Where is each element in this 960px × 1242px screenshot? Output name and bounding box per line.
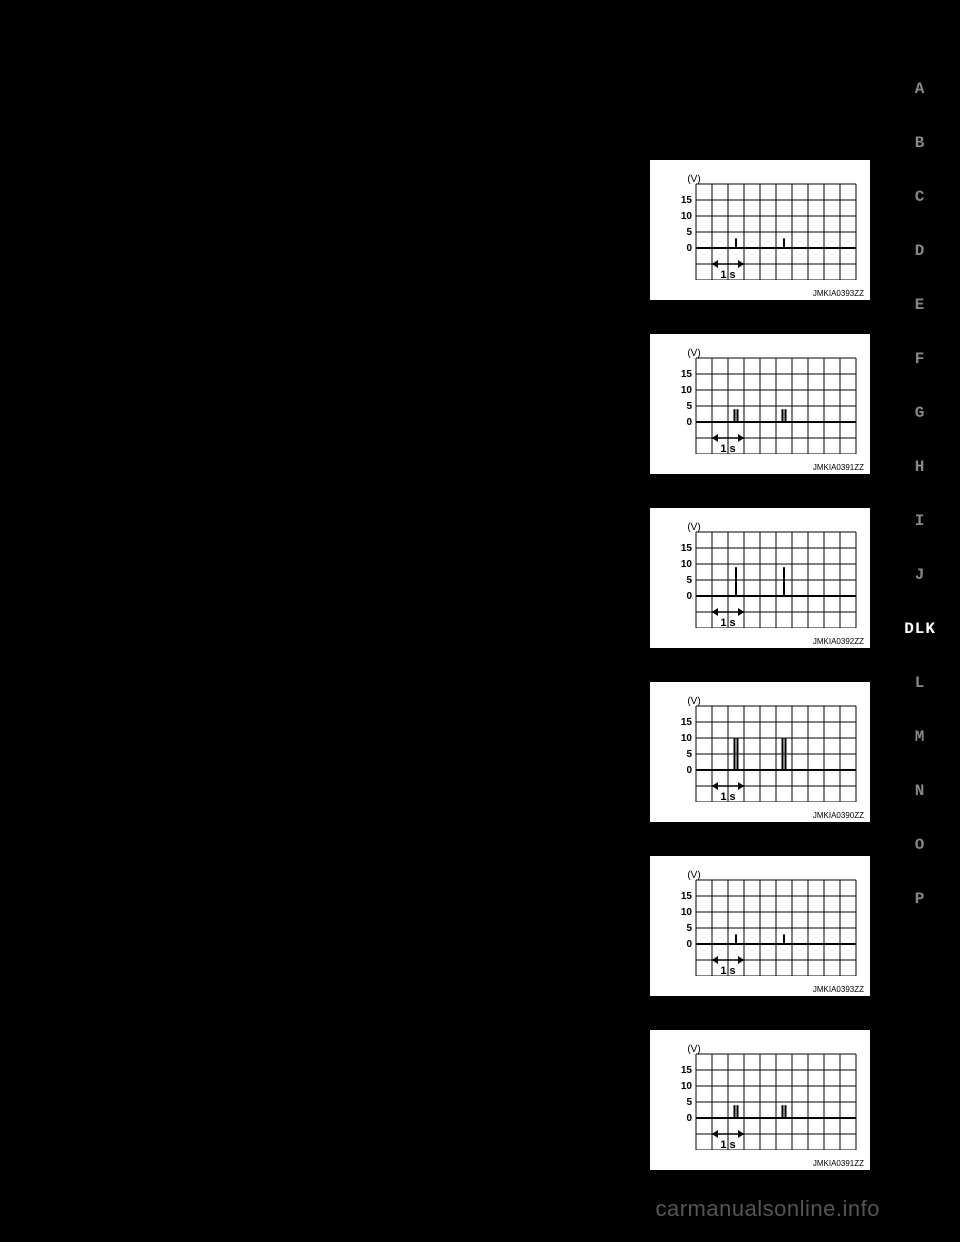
watermark: carmanualsonline.info [655, 1196, 880, 1222]
nav-item-o[interactable]: O [915, 836, 926, 854]
nav-item-e[interactable]: E [915, 296, 926, 314]
side-navigation: A B C D E F G H I J DLK L M N O P [904, 80, 936, 908]
nav-item-j[interactable]: J [915, 566, 926, 584]
svg-text:(V): (V) [687, 522, 700, 533]
svg-text:1 s: 1 s [720, 965, 735, 976]
nav-item-h[interactable]: H [915, 458, 926, 476]
chart-card: 15 10 5 0 (V) 1 s JMKIA0392ZZ [650, 508, 870, 648]
chart-card: 15 10 5 0 (V) 1 s JMKIA0391ZZ [650, 1030, 870, 1170]
svg-text:1 s: 1 s [720, 269, 735, 280]
oscilloscope-chart: 15 10 5 0 (V) 1 s [660, 864, 860, 976]
svg-text:1 s: 1 s [720, 443, 735, 454]
svg-text:10: 10 [681, 907, 693, 918]
svg-text:10: 10 [681, 559, 693, 570]
svg-text:0: 0 [686, 1113, 692, 1124]
svg-text:15: 15 [681, 891, 693, 902]
svg-text:0: 0 [686, 939, 692, 950]
svg-text:5: 5 [686, 401, 692, 412]
chart-inner: 15 10 5 0 (V) 1 s [660, 516, 860, 628]
chart-card: 15 10 5 0 (V) 1 s JMKIA0393ZZ [650, 160, 870, 300]
nav-item-p[interactable]: P [915, 890, 926, 908]
svg-text:0: 0 [686, 591, 692, 602]
svg-text:15: 15 [681, 543, 693, 554]
chart-card: 15 10 5 0 (V) 1 s JMKIA0391ZZ [650, 334, 870, 474]
chart-id-label: JMKIA0390ZZ [813, 811, 864, 820]
chart-inner: 15 10 5 0 (V) 1 s [660, 342, 860, 454]
nav-item-n[interactable]: N [915, 782, 926, 800]
svg-text:5: 5 [686, 923, 692, 934]
svg-text:10: 10 [681, 733, 693, 744]
nav-item-l[interactable]: L [915, 674, 926, 692]
svg-text:(V): (V) [687, 174, 700, 185]
svg-text:5: 5 [686, 749, 692, 760]
svg-text:0: 0 [686, 243, 692, 254]
oscilloscope-chart: 15 10 5 0 (V) 1 s [660, 168, 860, 280]
nav-item-b[interactable]: B [915, 134, 926, 152]
nav-item-m[interactable]: M [915, 728, 926, 746]
oscilloscope-chart: 15 10 5 0 (V) 1 s [660, 1038, 860, 1150]
nav-item-d[interactable]: D [915, 242, 926, 260]
svg-text:1 s: 1 s [720, 617, 735, 628]
svg-text:5: 5 [686, 575, 692, 586]
nav-item-a[interactable]: A [915, 80, 926, 98]
svg-text:1 s: 1 s [720, 791, 735, 802]
svg-text:10: 10 [681, 1081, 693, 1092]
svg-text:(V): (V) [687, 870, 700, 881]
svg-text:10: 10 [681, 211, 693, 222]
chart-inner: 15 10 5 0 (V) 1 s [660, 1038, 860, 1150]
svg-text:(V): (V) [687, 696, 700, 707]
oscilloscope-chart: 15 10 5 0 (V) 1 s [660, 342, 860, 454]
svg-text:15: 15 [681, 195, 693, 206]
svg-text:0: 0 [686, 765, 692, 776]
chart-id-label: JMKIA0393ZZ [813, 289, 864, 298]
nav-item-f[interactable]: F [915, 350, 926, 368]
svg-text:15: 15 [681, 717, 693, 728]
chart-id-label: JMKIA0391ZZ [813, 463, 864, 472]
chart-card: 15 10 5 0 (V) 1 s JMKIA0393ZZ [650, 856, 870, 996]
nav-item-i[interactable]: I [915, 512, 926, 530]
svg-text:1 s: 1 s [720, 1139, 735, 1150]
svg-text:(V): (V) [687, 1044, 700, 1055]
svg-text:10: 10 [681, 385, 693, 396]
chart-inner: 15 10 5 0 (V) 1 s [660, 168, 860, 280]
chart-id-label: JMKIA0391ZZ [813, 1159, 864, 1168]
svg-text:0: 0 [686, 417, 692, 428]
svg-text:15: 15 [681, 369, 693, 380]
chart-inner: 15 10 5 0 (V) 1 s [660, 690, 860, 802]
oscilloscope-chart: 15 10 5 0 (V) 1 s [660, 516, 860, 628]
chart-inner: 15 10 5 0 (V) 1 s [660, 864, 860, 976]
chart-card: 15 10 5 0 (V) 1 s JMKIA0390ZZ [650, 682, 870, 822]
chart-id-label: JMKIA0393ZZ [813, 985, 864, 994]
chart-id-label: JMKIA0392ZZ [813, 637, 864, 646]
svg-text:5: 5 [686, 227, 692, 238]
svg-text:(V): (V) [687, 348, 700, 359]
svg-text:5: 5 [686, 1097, 692, 1108]
nav-item-c[interactable]: C [915, 188, 926, 206]
charts-column: 15 10 5 0 (V) 1 s JMKIA0393ZZ 15 10 5 0 (V) 1 s JMKIA… [650, 160, 870, 1170]
svg-text:15: 15 [681, 1065, 693, 1076]
oscilloscope-chart: 15 10 5 0 (V) 1 s [660, 690, 860, 802]
nav-item-dlk[interactable]: DLK [904, 620, 936, 638]
nav-item-g[interactable]: G [915, 404, 926, 422]
